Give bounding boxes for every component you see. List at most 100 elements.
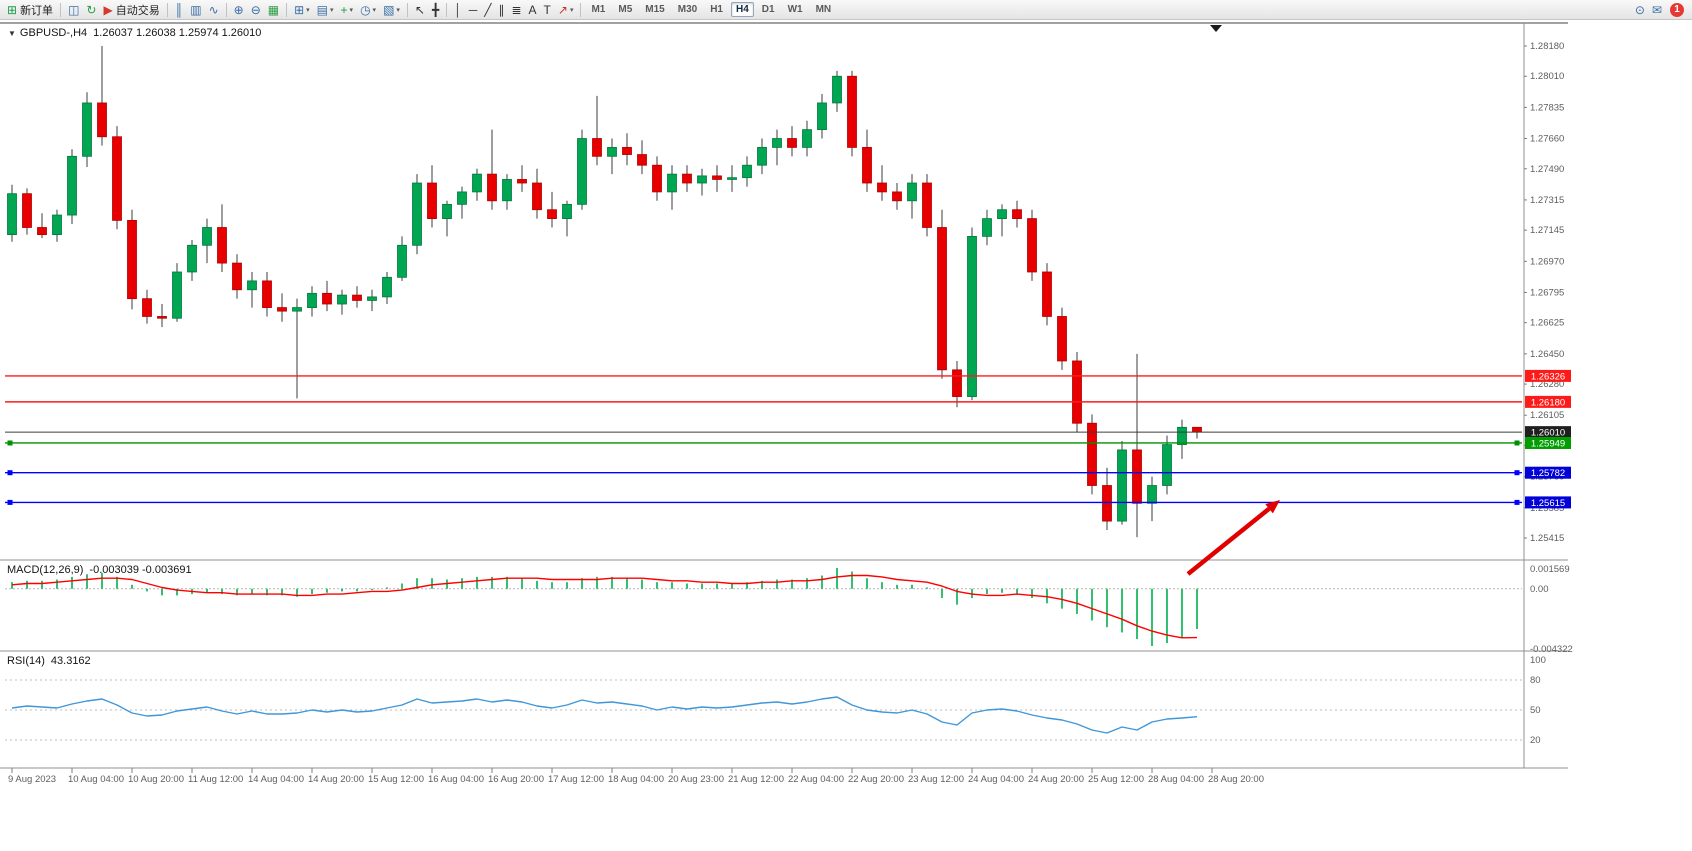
bar-chart-type-icon-button[interactable]: ║ — [172, 1, 187, 19]
axis-label: 20 — [1530, 735, 1541, 746]
axis-label: 1.26280 — [1530, 379, 1564, 390]
vertical-line-icon-button[interactable]: │ — [451, 1, 465, 19]
axis-label: 1.27490 — [1530, 164, 1564, 175]
candlestick-type-icon: ▥ — [190, 2, 202, 17]
timeframe-w1-button[interactable]: W1 — [787, 4, 803, 15]
axis-label: 100 — [1530, 655, 1546, 666]
auto-trading-button[interactable]: ▶ 自动交易 — [100, 1, 162, 19]
toolbar-separator — [406, 2, 408, 17]
new-order-button[interactable]: ⊞ 新订单 — [4, 1, 56, 19]
candle-body — [697, 175, 707, 184]
text-icon-button[interactable]: A — [526, 1, 540, 19]
price-badge — [1525, 466, 1571, 479]
cursor-icon-button[interactable]: ↖ — [412, 1, 428, 19]
price-badge-label: 1.26010 — [1531, 428, 1565, 439]
candle-body — [802, 129, 812, 148]
new-chart-icon: ⊞ — [294, 2, 305, 17]
cursor-icon: ↖ — [414, 2, 425, 17]
timeframe-m5-button[interactable]: M5 — [618, 4, 633, 15]
time-axis-label: 15 Aug 12:00 — [368, 774, 424, 785]
candle-body — [877, 182, 887, 193]
text-icon: A — [528, 2, 537, 17]
time-axis-label: 17 Aug 12:00 — [548, 774, 604, 785]
arrows-tool-icon-button[interactable]: ↗ ▾ — [555, 1, 577, 19]
refresh-icon-button[interactable]: ↻ — [83, 1, 99, 19]
price-badge-label: 1.25782 — [1531, 468, 1565, 479]
line-chart-type-icon-button[interactable]: ∿ — [206, 1, 222, 19]
candlestick-type-icon-button[interactable]: ▥ — [187, 1, 204, 19]
line-handle[interactable] — [7, 499, 13, 505]
line-handle[interactable] — [1514, 440, 1520, 446]
line-handle[interactable] — [1514, 470, 1520, 476]
profiles-icon-button[interactable]: ▤ ▾ — [314, 1, 337, 19]
symbol-period-label: GBPUSD-,H4 — [19, 27, 88, 39]
periods-icon-button[interactable]: ◷ ▾ — [357, 1, 379, 19]
timeframe-m30-button[interactable]: M30 — [677, 4, 698, 15]
candle-body — [157, 316, 167, 319]
indicators-icon-button[interactable]: + ▾ — [338, 1, 357, 19]
chart-header: ▼ GBPUSD-,H4 1.26037 1.26038 1.25974 1.260… — [8, 27, 261, 39]
time-axis-label: 18 Aug 04:00 — [608, 774, 664, 785]
message-icon-button[interactable]: ✉ — [1649, 1, 1665, 19]
candle-body — [622, 147, 632, 155]
toolbar-separator — [580, 2, 582, 17]
crosshair-icon-button[interactable]: ╋ — [429, 1, 442, 19]
indicators-icon: + — [340, 2, 348, 17]
text-label-icon-button[interactable]: T — [541, 1, 554, 19]
annotation-arrow-head[interactable] — [1265, 500, 1280, 514]
templates-icon-button[interactable]: ▧ ▾ — [380, 1, 403, 19]
time-axis-label: 20 Aug 23:00 — [668, 774, 724, 785]
line-handle[interactable] — [7, 440, 13, 446]
new-chart-icon-button[interactable]: ⊞ ▾ — [291, 1, 313, 19]
new-order-label: 新订单 — [20, 4, 54, 17]
candle-body — [607, 147, 617, 157]
time-axis-label: 10 Aug 20:00 — [128, 774, 184, 785]
zoom-out-icon-button[interactable]: ⊖ — [248, 1, 264, 19]
equidistant-channel-icon-button[interactable]: ∥ — [495, 1, 507, 19]
axis-label: 1.26970 — [1530, 256, 1564, 267]
timeframe-d1-button[interactable]: D1 — [761, 4, 775, 15]
time-axis-label: 28 Aug 04:00 — [1148, 774, 1204, 785]
candle-body — [667, 173, 677, 193]
candle-body — [1027, 218, 1037, 273]
chart-window-icon-button[interactable]: ◫ — [65, 1, 82, 19]
time-axis-label: 10 Aug 04:00 — [68, 774, 124, 785]
timeframe-m15-button[interactable]: M15 — [645, 4, 665, 15]
toolbar-separator — [446, 2, 448, 17]
tile-windows-icon: ▦ — [267, 2, 280, 17]
candle-body — [1132, 449, 1142, 504]
candle-body — [142, 298, 152, 317]
candle-body — [892, 191, 902, 202]
annotation-arrow-shaft[interactable] — [1186, 507, 1271, 576]
axis-label: 1.27315 — [1530, 195, 1564, 206]
line-handle[interactable] — [7, 470, 13, 476]
axis-label: 0.00 — [1530, 584, 1549, 595]
notification-badge[interactable]: 1 — [1670, 2, 1684, 17]
axis-label: 1.26795 — [1530, 287, 1564, 298]
caret-down-icon: ▾ — [330, 6, 334, 14]
horizontal-line-icon-button[interactable]: ─ — [466, 1, 481, 19]
candle-body — [952, 369, 962, 397]
chart-shift-marker-icon[interactable] — [1210, 25, 1222, 32]
price-badge-label: 1.26326 — [1531, 371, 1565, 382]
timeframe-h4-button[interactable]: H4 — [730, 2, 754, 17]
timeframe-m1-button[interactable]: M1 — [591, 4, 606, 15]
search-icon-button[interactable]: ⊙ — [1632, 1, 1648, 19]
axis-label: 1.26625 — [1530, 318, 1564, 329]
line-handle[interactable] — [1514, 499, 1520, 505]
candle-body — [397, 244, 407, 278]
fibonacci-icon-button[interactable]: ≣ — [508, 1, 524, 19]
candle-body — [1057, 316, 1067, 362]
expand-triangle-icon[interactable]: ▼ — [8, 29, 16, 38]
timeframe-mn-button[interactable]: MN — [815, 4, 832, 15]
tile-windows-icon-button[interactable]: ▦ — [265, 1, 282, 19]
price-badge-label: 1.26180 — [1531, 397, 1565, 408]
trendline-icon-button[interactable]: ╱ — [481, 1, 494, 19]
candle-body — [712, 175, 722, 180]
time-axis-label: 14 Aug 04:00 — [248, 774, 304, 785]
candle-body — [682, 173, 692, 184]
timeframe-h1-button[interactable]: H1 — [710, 4, 723, 15]
candle-body — [217, 227, 227, 264]
zoom-in-icon-button[interactable]: ⊕ — [231, 1, 247, 19]
